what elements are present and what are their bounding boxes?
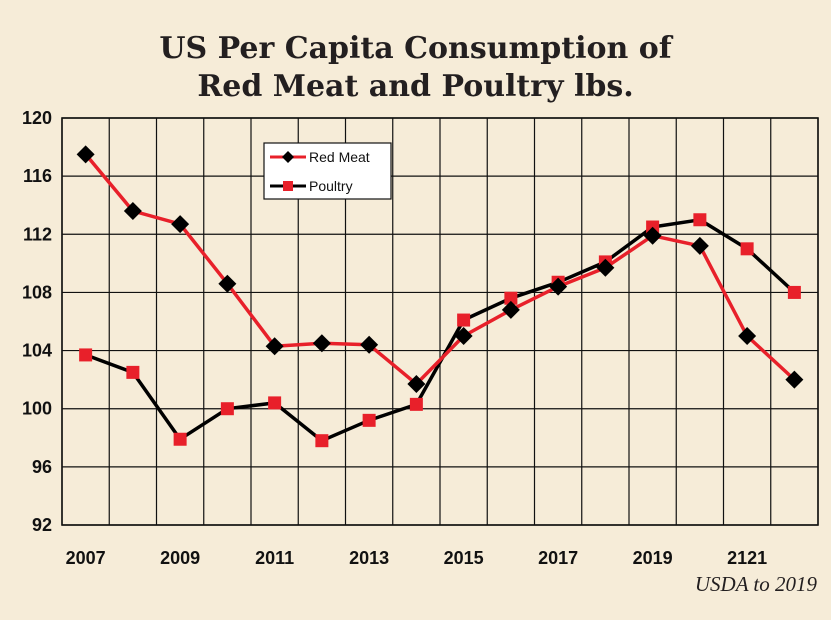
poultry-point bbox=[315, 434, 329, 448]
chart-title: US Per Capita Consumption of Red Meat an… bbox=[0, 30, 831, 106]
x-tick-label: 2007 bbox=[66, 548, 106, 568]
poultry-point bbox=[173, 432, 187, 446]
legend-marker-poultry bbox=[283, 181, 293, 191]
y-tick-label: 96 bbox=[32, 457, 52, 477]
x-tick-label: 2017 bbox=[538, 548, 578, 568]
source-note: USDA to 2019 bbox=[694, 572, 817, 596]
y-tick-label: 104 bbox=[22, 341, 52, 361]
red-meat-point bbox=[501, 300, 520, 319]
title-line-2: Red Meat and Poultry lbs. bbox=[197, 69, 634, 104]
red-meat-point bbox=[596, 258, 615, 277]
legend-label-red-meat: Red Meat bbox=[309, 149, 370, 165]
poultry-point bbox=[693, 213, 707, 227]
title-line-1: US Per Capita Consumption of bbox=[159, 31, 672, 66]
red-meat-point bbox=[407, 375, 426, 394]
y-tick-label: 100 bbox=[22, 399, 52, 419]
legend-marker-red-meat bbox=[282, 151, 294, 163]
red-meat-point bbox=[454, 327, 473, 346]
x-tick-label: 2009 bbox=[160, 548, 200, 568]
legend: Red Meat Poultry bbox=[263, 142, 392, 200]
red-meat-point bbox=[690, 236, 709, 255]
red-meat-point bbox=[785, 370, 804, 389]
poultry-point bbox=[740, 242, 754, 256]
x-tick-label: 2013 bbox=[349, 548, 389, 568]
poultry-point bbox=[362, 413, 376, 427]
y-tick-label: 120 bbox=[22, 108, 52, 128]
y-tick-label: 108 bbox=[22, 282, 52, 302]
red-meat-point bbox=[171, 215, 190, 234]
x-tick-label: 2011 bbox=[255, 548, 294, 568]
poultry-point bbox=[268, 396, 282, 410]
red-meat-point bbox=[360, 335, 379, 354]
poultry-point bbox=[79, 348, 93, 362]
poultry-point bbox=[504, 291, 518, 305]
x-tick-label: 2019 bbox=[633, 548, 673, 568]
red-meat-point bbox=[265, 337, 284, 356]
x-tick-label: 2121 bbox=[727, 548, 767, 568]
poultry-point bbox=[457, 313, 471, 327]
red-meat-point bbox=[738, 327, 757, 346]
red-meat-point bbox=[549, 277, 568, 296]
poultry-point bbox=[409, 397, 423, 411]
y-tick-label: 92 bbox=[32, 515, 52, 535]
series-line-red-meat bbox=[84, 153, 796, 386]
poultry-point bbox=[220, 402, 234, 416]
red-meat-point bbox=[123, 202, 142, 221]
y-tick-label: 112 bbox=[23, 224, 52, 244]
red-meat-point bbox=[643, 226, 662, 245]
red-meat-point bbox=[76, 145, 95, 164]
x-tick-label: 2015 bbox=[444, 548, 484, 568]
y-tick-label: 116 bbox=[23, 166, 52, 186]
red-meat-point bbox=[218, 274, 237, 293]
poultry-point bbox=[126, 365, 140, 379]
plot-frame bbox=[61, 117, 819, 526]
red-meat-point bbox=[312, 334, 331, 353]
legend-label-poultry: Poultry bbox=[309, 178, 353, 194]
poultry-point bbox=[787, 285, 801, 299]
